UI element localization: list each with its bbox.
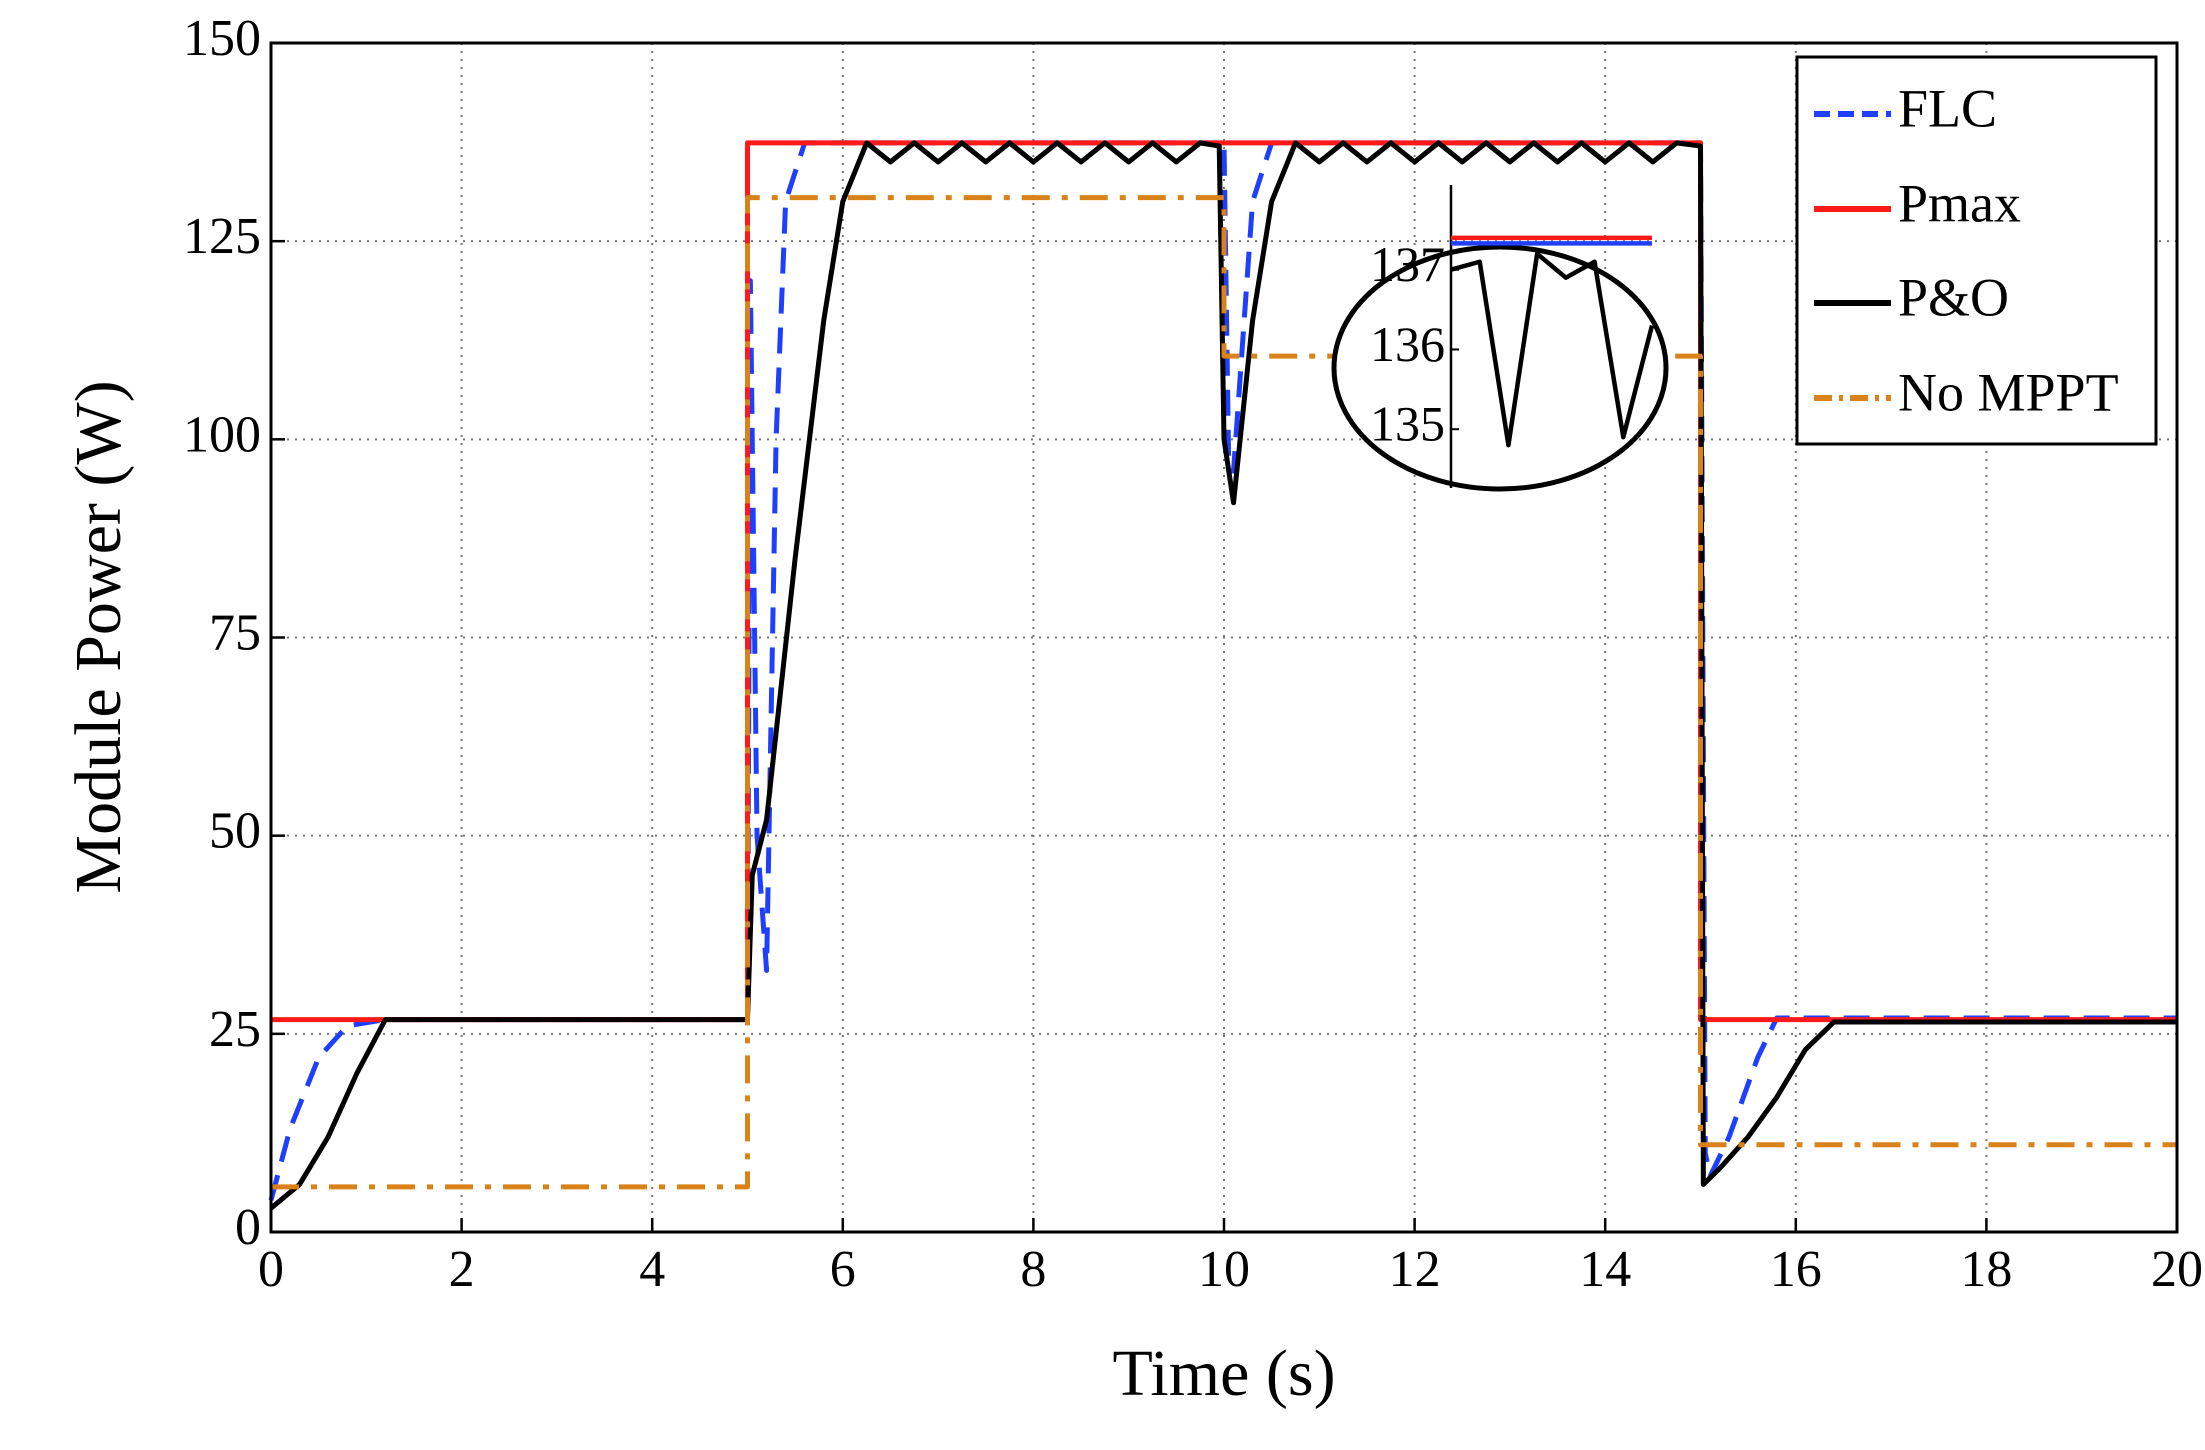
y-tick-label: 75 — [209, 604, 261, 661]
legend: FLC Pmax P&O No MPPT — [1814, 78, 2119, 422]
x-tick-label: 20 — [2151, 1241, 2203, 1298]
y-tick-label: 50 — [209, 803, 261, 860]
inset-layer: 135 136 137 — [1370, 235, 1655, 452]
x-tick-label: 16 — [1770, 1241, 1822, 1298]
inset-frame — [1331, 244, 1669, 492]
x-axis-label: Time (s) — [1112, 1337, 1335, 1410]
x-tick-label: 6 — [830, 1241, 856, 1298]
series-line — [271, 195, 2177, 1190]
inset-tick-label: 135 — [1370, 396, 1445, 452]
series-line — [1450, 251, 1655, 448]
x-tick-label: 2 — [449, 1241, 475, 1298]
x-tick-label: 14 — [1579, 1241, 1631, 1298]
legend-label: P&O — [1898, 267, 2009, 327]
legend-label: No MPPT — [1898, 362, 2119, 422]
inset-tick-label: 136 — [1370, 316, 1445, 372]
legend-box — [1795, 55, 2158, 446]
x-tick-label: 10 — [1198, 1241, 1250, 1298]
x-tick-label: 12 — [1389, 1241, 1441, 1298]
x-tick-label: 4 — [639, 1241, 665, 1298]
axes-layer: 0 2 4 6 8 10 12 14 16 18 20 0 25 50 75 100 125 150 — [183, 10, 2203, 1298]
y-tick-label: 0 — [235, 1199, 261, 1256]
series-line — [269, 140, 2177, 1211]
plot-layer — [268, 140, 2177, 1211]
y-tick-label: 150 — [183, 10, 261, 67]
x-tick-label: 18 — [1960, 1241, 2012, 1298]
y-axis-label: Module Power (W) — [62, 380, 135, 893]
x-tick-label: 8 — [1020, 1241, 1046, 1298]
y-tick-label: 125 — [183, 208, 261, 265]
inset-tick-label: 137 — [1370, 236, 1445, 292]
y-tick-label: 100 — [183, 406, 261, 463]
x-tick-label: 0 — [258, 1241, 284, 1298]
legend-label: Pmax — [1898, 173, 2021, 233]
legend-label: FLC — [1898, 78, 1997, 138]
y-tick-label: 25 — [209, 1001, 261, 1058]
